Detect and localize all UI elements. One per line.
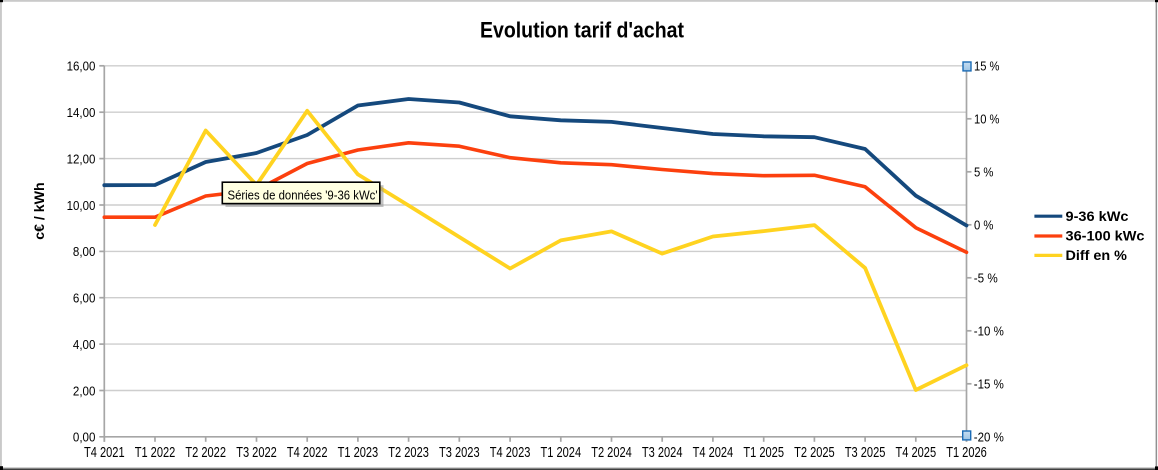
svg-text:T1 2023: T1 2023 <box>338 445 379 461</box>
svg-text:T2 2024: T2 2024 <box>591 445 632 461</box>
svg-text:5 %: 5 % <box>974 165 994 180</box>
svg-text:T1 2025: T1 2025 <box>743 445 784 461</box>
svg-text:T1 2022: T1 2022 <box>135 445 176 461</box>
svg-text:T3 2024: T3 2024 <box>642 445 683 461</box>
svg-text:-15 %: -15 % <box>974 377 1004 392</box>
svg-text:T4 2021: T4 2021 <box>84 445 125 461</box>
svg-text:14,00: 14,00 <box>67 105 96 120</box>
svg-text:15 %: 15 % <box>974 59 1000 74</box>
svg-text:Evolution tarif d'achat: Evolution tarif d'achat <box>480 18 685 43</box>
svg-text:T4 2024: T4 2024 <box>693 445 734 461</box>
svg-text:-10 %: -10 % <box>974 324 1004 339</box>
svg-text:10 %: 10 % <box>974 112 1000 127</box>
svg-text:T3 2025: T3 2025 <box>845 445 886 461</box>
svg-text:Diff en %: Diff en % <box>1066 247 1128 263</box>
svg-text:16,00: 16,00 <box>67 59 96 74</box>
svg-text:9-36 kWc: 9-36 kWc <box>1066 208 1129 224</box>
svg-text:-5 %: -5 % <box>974 271 998 286</box>
svg-text:T2 2022: T2 2022 <box>185 445 226 461</box>
svg-text:T3 2022: T3 2022 <box>236 445 277 461</box>
svg-text:T4 2022: T4 2022 <box>287 445 328 461</box>
svg-text:12,00: 12,00 <box>67 151 96 166</box>
svg-text:T2 2023: T2 2023 <box>388 445 429 461</box>
svg-text:Séries de données '9-36 kWc': Séries de données '9-36 kWc' <box>228 187 378 202</box>
svg-text:-20 %: -20 % <box>974 430 1004 445</box>
svg-text:T4 2025: T4 2025 <box>896 445 937 461</box>
svg-text:T1 2024: T1 2024 <box>541 445 582 461</box>
svg-text:0 %: 0 % <box>974 218 994 233</box>
svg-text:T4 2023: T4 2023 <box>490 445 531 461</box>
svg-text:T3 2023: T3 2023 <box>439 445 480 461</box>
svg-text:0,00: 0,00 <box>73 430 96 445</box>
svg-text:10,00: 10,00 <box>67 198 96 213</box>
svg-text:c€ / kWh: c€ / kWh <box>31 182 47 240</box>
svg-text:8,00: 8,00 <box>73 244 96 259</box>
svg-text:4,00: 4,00 <box>73 337 96 352</box>
svg-text:6,00: 6,00 <box>73 291 96 306</box>
svg-text:T1 2026: T1 2026 <box>946 445 987 461</box>
svg-text:2,00: 2,00 <box>73 383 96 398</box>
svg-text:T2 2025: T2 2025 <box>794 445 835 461</box>
svg-text:36-100 kWc: 36-100 kWc <box>1066 228 1145 244</box>
